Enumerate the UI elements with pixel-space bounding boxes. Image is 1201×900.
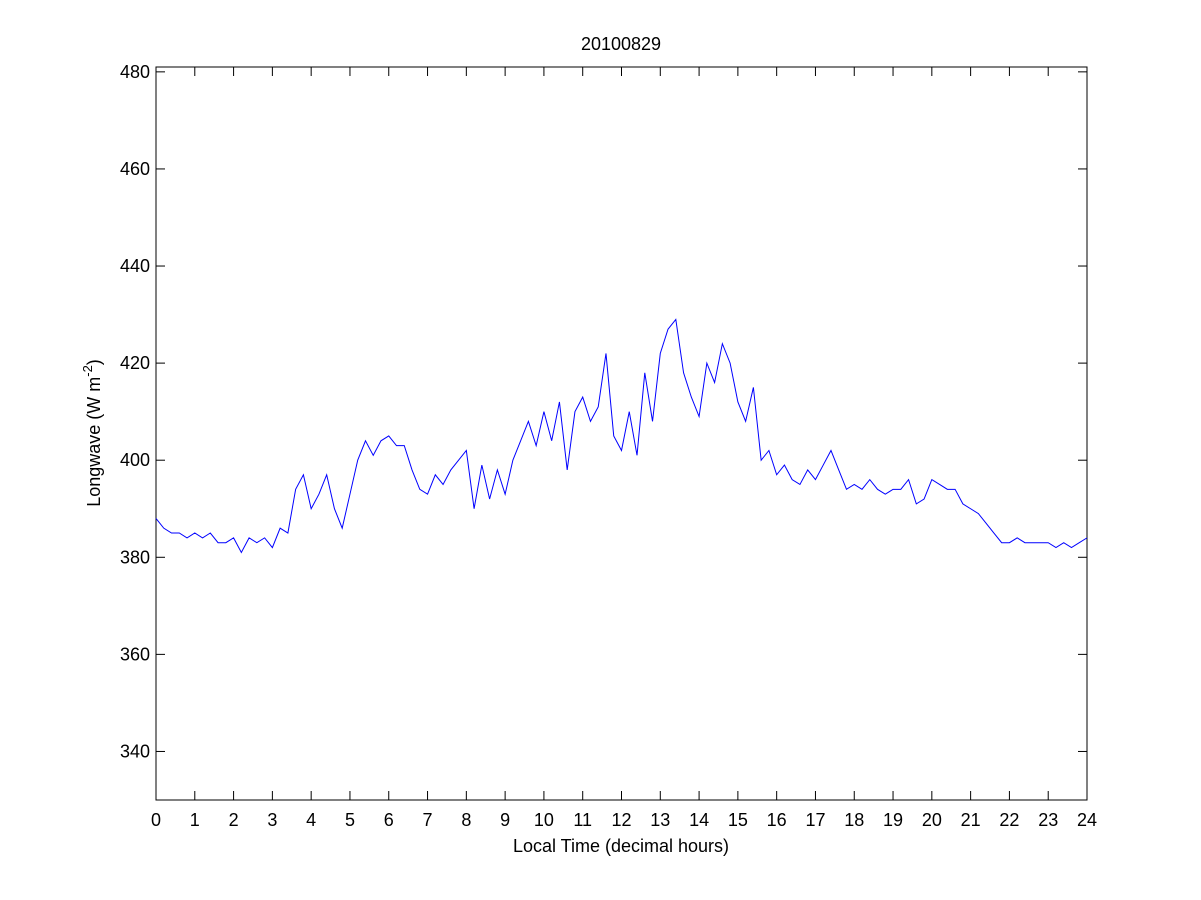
x-tick-label: 14 bbox=[689, 810, 709, 830]
x-tick-label: 17 bbox=[805, 810, 825, 830]
y-label-main: Longwave (W m bbox=[84, 377, 104, 507]
y-tick-label: 400 bbox=[120, 450, 150, 470]
x-tick-label: 4 bbox=[306, 810, 316, 830]
x-tick-label: 16 bbox=[767, 810, 787, 830]
x-tick-label: 5 bbox=[345, 810, 355, 830]
y-tick-label: 480 bbox=[120, 62, 150, 82]
y-tick-label: 360 bbox=[120, 644, 150, 664]
x-tick-label: 8 bbox=[461, 810, 471, 830]
x-tick-label: 9 bbox=[500, 810, 510, 830]
x-tick-label: 7 bbox=[423, 810, 433, 830]
x-tick-label: 24 bbox=[1077, 810, 1097, 830]
y-tick-label: 440 bbox=[120, 256, 150, 276]
x-tick-label: 2 bbox=[229, 810, 239, 830]
x-tick-label: 13 bbox=[650, 810, 670, 830]
chart-title: 20100829 bbox=[581, 34, 661, 54]
data-line bbox=[155, 318, 1088, 554]
x-tick-label: 10 bbox=[534, 810, 554, 830]
x-axis-label: Local Time (decimal hours) bbox=[513, 836, 729, 856]
y-axis-label: Longwave (W m-2) bbox=[80, 359, 104, 507]
x-tick-label: 11 bbox=[573, 810, 592, 830]
y-tick-label: 380 bbox=[120, 547, 150, 567]
x-tick-label: 21 bbox=[961, 810, 981, 830]
x-tick-label: 1 bbox=[190, 810, 200, 830]
x-tick-label: 20 bbox=[922, 810, 942, 830]
y-label-exponent: -2 bbox=[80, 365, 95, 377]
y-label-end: ) bbox=[84, 359, 104, 365]
x-tick-label: 15 bbox=[728, 810, 748, 830]
x-tick-label: 0 bbox=[151, 810, 161, 830]
y-tick-label: 340 bbox=[120, 741, 150, 761]
plot-box bbox=[155, 66, 1088, 801]
x-tick-label: 6 bbox=[384, 810, 394, 830]
y-tick-label: 420 bbox=[120, 353, 150, 373]
x-tick-label: 19 bbox=[883, 810, 903, 830]
y-tick-label: 460 bbox=[120, 159, 150, 179]
x-tick-label: 12 bbox=[611, 810, 631, 830]
x-tick-label: 3 bbox=[267, 810, 277, 830]
x-tick-label: 18 bbox=[844, 810, 864, 830]
x-tick-label: 22 bbox=[999, 810, 1019, 830]
x-tick-label: 23 bbox=[1038, 810, 1058, 830]
